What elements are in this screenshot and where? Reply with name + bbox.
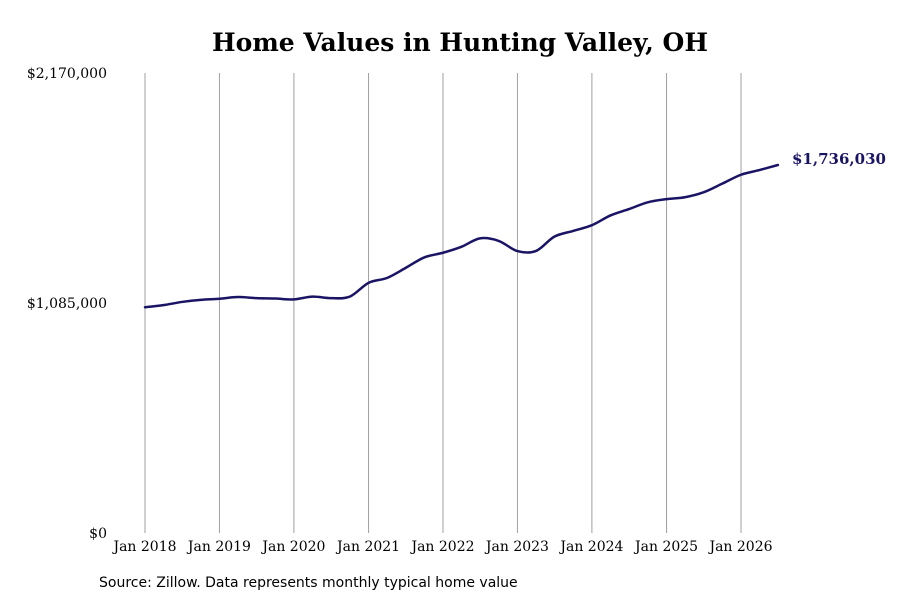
gridlines <box>144 73 742 533</box>
x-tick-label: Jan 2022 <box>409 539 474 555</box>
y-axis-ticks: $0 $1,085,000 $2,170,000 <box>27 66 107 542</box>
x-tick-label: Jan 2026 <box>707 539 772 555</box>
x-tick-label: Jan 2020 <box>260 539 325 555</box>
x-tick-label: Jan 2023 <box>484 539 549 555</box>
x-tick-label: Jan 2021 <box>335 539 400 555</box>
y-tick-label: $1,085,000 <box>27 296 107 312</box>
end-value-label: $1,736,030 <box>792 150 886 168</box>
chart-title: Home Values in Hunting Valley, OH <box>212 28 708 57</box>
x-tick-label: Jan 2018 <box>111 539 176 555</box>
y-tick-label: $2,170,000 <box>27 66 107 82</box>
home-value-line <box>143 163 780 309</box>
source-note: Source: Zillow. Data represents monthly … <box>99 575 518 591</box>
y-tick-label: $0 <box>89 526 107 542</box>
x-tick-label: Jan 2019 <box>186 539 251 555</box>
x-axis-ticks: Jan 2018 Jan 2019 Jan 2020 Jan 2021 Jan 2022… <box>111 539 772 555</box>
x-tick-label: Jan 2025 <box>633 539 698 555</box>
x-tick-label: Jan 2024 <box>558 539 623 555</box>
